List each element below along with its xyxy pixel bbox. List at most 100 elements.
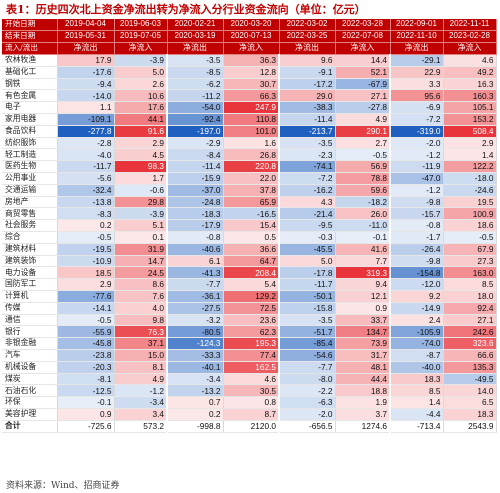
value-cell: -197.0 bbox=[167, 125, 224, 138]
value-cell: 508.4 bbox=[443, 125, 497, 138]
table-row: 石油石化 -12.5 -1.2 -13.2 30.5 -2.2 18.8 8.5 14.0 bbox=[2, 384, 497, 398]
value-cell: -7.2 bbox=[390, 113, 444, 126]
table-row: 汽车 -23.8 15.0 -33.3 77.4 -54.6 31.7 -8.7 66.6 bbox=[2, 349, 497, 362]
row-label: 机械设备 bbox=[2, 361, 58, 374]
value-cell: -0.5 bbox=[57, 231, 115, 244]
value-cell: -23.8 bbox=[57, 349, 115, 362]
total-row: 合计 -725.6 573.2 -998.8 2120.0 -656.5 1274.6 -71… bbox=[2, 419, 497, 433]
value-cell: 208.4 bbox=[223, 266, 280, 280]
value-cell: -0.1 bbox=[335, 231, 391, 244]
value-cell: 98.3 bbox=[114, 160, 168, 173]
header-cell-end: 2023-02-28 bbox=[443, 30, 497, 43]
value-cell: -33.3 bbox=[167, 349, 224, 362]
value-cell: 27.1 bbox=[335, 89, 391, 103]
value-cell: -4.0 bbox=[57, 148, 115, 162]
value-cell: 14.7 bbox=[114, 255, 168, 268]
value-cell: 36.6 bbox=[223, 243, 280, 256]
value-cell: 0.1 bbox=[114, 231, 168, 244]
table-row: 社会服务 0.2 5.1 -17.9 15.4 -9.5 -11.0 -0.8 18.6 bbox=[2, 219, 497, 232]
table-row: 非银金融 -45.8 37.1 -124.3 195.3 -85.4 73.9 -74.0 32… bbox=[2, 337, 497, 350]
value-cell: 12.8 bbox=[223, 66, 280, 79]
value-cell: 92.4 bbox=[443, 302, 497, 315]
value-cell: 9.4 bbox=[335, 278, 391, 291]
value-cell: 4.9 bbox=[335, 113, 391, 126]
value-cell: -77.6 bbox=[57, 290, 115, 303]
value-cell: -19.5 bbox=[57, 243, 115, 256]
row-label: 钢铁 bbox=[2, 78, 58, 91]
value-cell: 1.4 bbox=[390, 396, 444, 409]
value-cell: -2.8 bbox=[57, 137, 115, 150]
value-cell: 105.1 bbox=[443, 101, 497, 114]
value-cell: 65.9 bbox=[223, 196, 280, 209]
value-cell: -0.3 bbox=[279, 231, 336, 244]
value-cell: 2.4 bbox=[390, 314, 444, 327]
value-cell: -109.1 bbox=[57, 113, 115, 126]
row-label: 家用电器 bbox=[2, 113, 58, 126]
header-cell-end: 2022-07-08 bbox=[335, 30, 391, 43]
value-cell: 3.7 bbox=[335, 408, 391, 421]
row-label: 非银金融 bbox=[2, 337, 58, 350]
header-cell-start: 2020-02-21 bbox=[167, 19, 224, 31]
total-cell: 573.2 bbox=[114, 419, 168, 433]
value-cell: 4.5 bbox=[114, 148, 168, 162]
value-cell: -11.0 bbox=[335, 219, 391, 232]
table-row: 传媒 -14.1 4.0 -27.5 72.5 -15.8 0.9 -14.9 92.4 bbox=[2, 302, 497, 315]
value-cell: -5.6 bbox=[57, 172, 115, 185]
table-row: 交通运输 -32.4 -0.6 -37.0 37.8 -16.2 59.6 -1.2 -24.6 bbox=[2, 184, 497, 197]
value-cell: -40.1 bbox=[167, 361, 224, 374]
value-cell: 8.6 bbox=[114, 278, 168, 291]
value-cell: -51.7 bbox=[279, 325, 336, 339]
header-cell-end: 2020-03-19 bbox=[167, 30, 224, 43]
value-cell: 2.9 bbox=[443, 137, 497, 150]
row-label: 有色金属 bbox=[2, 89, 58, 103]
header-cell-start: 2022-03-02 bbox=[279, 19, 336, 31]
row-label: 房地产 bbox=[2, 196, 58, 209]
value-cell: -124.3 bbox=[167, 337, 224, 350]
value-cell: -3.9 bbox=[114, 207, 168, 221]
table-row: 煤炭 -8.1 4.9 -3.4 4.6 -8.0 44.4 18.3 -49.5 bbox=[2, 373, 497, 386]
value-cell: 2.9 bbox=[114, 137, 168, 150]
value-cell: 0.9 bbox=[335, 302, 391, 315]
value-cell: 0.8 bbox=[223, 396, 280, 409]
table-row: 家用电器 -109.1 44.1 -92.4 110.8 -11.4 4.9 -7.2 153.… bbox=[2, 113, 497, 126]
value-cell: 30.5 bbox=[223, 384, 280, 398]
value-cell: 18.5 bbox=[57, 266, 115, 280]
value-cell: -16.5 bbox=[223, 207, 280, 221]
row-label: 综合 bbox=[2, 231, 58, 244]
value-cell: 33.7 bbox=[335, 314, 391, 327]
value-cell: -18.2 bbox=[335, 196, 391, 209]
value-cell: 8.5 bbox=[390, 384, 444, 398]
value-cell: 15.4 bbox=[223, 219, 280, 232]
value-cell: -6.9 bbox=[390, 101, 444, 114]
value-cell: 4.9 bbox=[114, 373, 168, 386]
value-cell: -7.7 bbox=[279, 361, 336, 374]
value-cell: -3.5 bbox=[167, 54, 224, 67]
value-cell: 6.5 bbox=[443, 396, 497, 409]
table-row: 国防军工 2.9 8.6 -7.7 5.4 -11.7 9.4 -12.0 8.5 bbox=[2, 278, 497, 291]
row-label: 汽车 bbox=[2, 349, 58, 362]
table-row: 计算机 -77.6 7.6 -36.1 129.2 -50.1 12.1 9.2 18.0 bbox=[2, 290, 497, 303]
value-cell: 66.6 bbox=[443, 349, 497, 362]
value-cell: 52.1 bbox=[335, 66, 391, 79]
value-cell: 16.3 bbox=[443, 78, 497, 91]
table-row: 有色金属 -14.0 10.6 -11.2 66.3 29.0 27.1 95.6 160.3 bbox=[2, 89, 497, 103]
row-label: 美容护理 bbox=[2, 408, 58, 421]
table-row: 机械设备 -20.3 8.1 -40.1 162.5 -7.7 48.1 -40.0 135.3 bbox=[2, 361, 497, 374]
value-cell: -3.9 bbox=[114, 54, 168, 67]
row-label: 食品饮料 bbox=[2, 125, 58, 138]
value-cell: 242.6 bbox=[443, 325, 497, 339]
value-cell: 153.2 bbox=[443, 113, 497, 126]
value-cell: 76.3 bbox=[114, 325, 168, 339]
value-cell: -40.0 bbox=[390, 361, 444, 374]
value-cell: 247.9 bbox=[223, 101, 280, 114]
value-cell: -2.0 bbox=[390, 137, 444, 150]
header-label: 流入/流出 bbox=[2, 42, 58, 55]
header-cell-flow: 净流出 bbox=[279, 42, 336, 55]
table-row: 银行 -55.9 76.3 -80.5 62.3 -51.7 134.7 -105.9 242.… bbox=[2, 325, 497, 339]
value-cell: -17.8 bbox=[279, 266, 336, 280]
value-cell: -11.4 bbox=[279, 113, 336, 126]
value-cell: 49.2 bbox=[443, 66, 497, 79]
value-cell: 73.9 bbox=[335, 337, 391, 350]
value-cell: 27.1 bbox=[443, 314, 497, 327]
row-label: 建筑装饰 bbox=[2, 255, 58, 268]
